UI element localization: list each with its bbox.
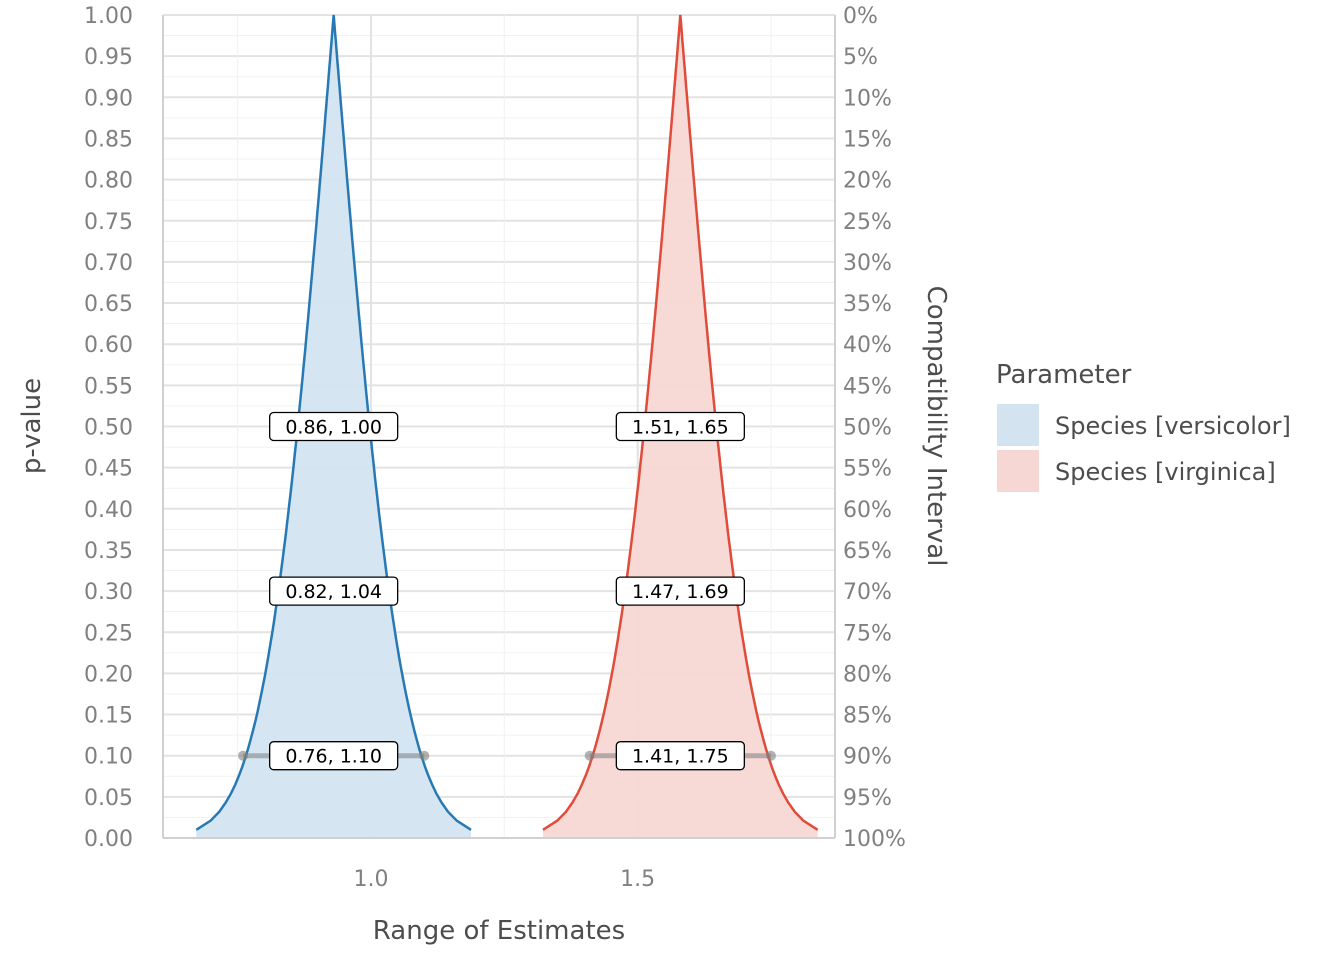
interval-labels: 0.86, 1.00 0.82, 1.04 0.76, 1.10 1.51, 1.65…	[269, 411, 745, 771]
y-tick-label: 0.30	[84, 580, 133, 605]
interval-label: 1.47, 1.69	[615, 576, 745, 606]
interval-label-text: 0.82, 1.04	[285, 581, 382, 603]
interval-endpoint	[584, 750, 595, 761]
y-tick-label: 0.50	[84, 416, 133, 441]
y2-tick-label: 10%	[843, 86, 892, 111]
interval-label-box	[269, 576, 399, 606]
x-axis-title: Range of Estimates	[373, 916, 625, 946]
y2-tick-label: 30%	[843, 251, 892, 276]
interval-label: 0.86, 1.00	[269, 411, 399, 442]
y-tick-label: 0.45	[84, 457, 133, 482]
y2-tick-label: 0%	[843, 4, 878, 29]
y2-tick-label: 80%	[843, 662, 892, 687]
y2-tick-label: 40%	[843, 333, 892, 358]
y-tick-label: 0.15	[84, 704, 133, 729]
axes: 0.00 100% 0.05 95% 0.10 90% 0.15 85% 0.20 80% 0.25…	[84, 4, 906, 892]
legend: Parameter Species [versicolor] Species [v…	[996, 360, 1291, 492]
y-axis-title: p-value	[17, 378, 47, 474]
interval-label-box	[269, 411, 399, 442]
y2-tick-label: 20%	[843, 169, 892, 194]
y2-tick-label: 15%	[843, 127, 892, 152]
legend-key-1	[997, 450, 1039, 492]
series-line	[542, 14, 819, 831]
interval-label-text: 1.51, 1.65	[632, 417, 729, 439]
y-tick-label: 1.00	[84, 4, 133, 29]
secondary-y-axis-title: Compatibility Interval	[921, 286, 951, 567]
y2-tick-label: 85%	[843, 704, 892, 729]
y-tick-label: 0.25	[84, 621, 133, 646]
legend-title: Parameter	[996, 360, 1132, 390]
y-tick-label: 0.95	[84, 45, 133, 70]
y-tick-label: 0.10	[84, 745, 133, 770]
y-tick-label: 0.40	[84, 498, 133, 523]
y-tick-label: 0.70	[84, 251, 133, 276]
y2-tick-label: 25%	[843, 210, 892, 235]
interval-label-text: 1.41, 1.75	[632, 746, 729, 768]
interval-label: 0.82, 1.04	[269, 576, 399, 606]
y-tick-label: 0.60	[84, 333, 133, 358]
y-tick-label: 0.85	[84, 127, 133, 152]
y-tick-label: 0.55	[84, 374, 133, 399]
interval-label-box	[615, 411, 745, 442]
y2-tick-label: 5%	[843, 45, 878, 70]
x-tick-label: 1.5	[620, 867, 655, 892]
interval-label-box	[615, 576, 745, 606]
interval-endpoint	[766, 750, 776, 761]
interval-label-box	[615, 741, 745, 771]
interval-label: 1.41, 1.75	[615, 741, 745, 771]
interval-label: 0.76, 1.10	[269, 741, 399, 771]
y-tick-label: 0.00	[84, 827, 133, 852]
interval-label-text: 0.86, 1.00	[285, 417, 382, 439]
interval-label-box	[269, 741, 399, 771]
legend-label-0: Species [versicolor]	[1055, 412, 1291, 440]
y2-tick-label: 60%	[843, 498, 892, 523]
y-tick-label: 0.05	[84, 786, 133, 811]
interval-label-text: 0.76, 1.10	[285, 746, 382, 768]
y2-tick-label: 65%	[843, 539, 892, 564]
interval-endpoint	[238, 750, 248, 761]
legend-label-1: Species [virginica]	[1055, 458, 1276, 486]
y2-tick-label: 95%	[843, 786, 892, 811]
y2-tick-label: 50%	[843, 416, 892, 441]
y2-tick-label: 75%	[843, 621, 892, 646]
y-tick-label: 0.75	[84, 210, 133, 235]
y-tick-label: 0.65	[84, 292, 133, 317]
y2-tick-label: 55%	[843, 457, 892, 482]
interval-endpoint	[419, 750, 430, 761]
legend-key-0	[997, 404, 1039, 446]
y2-tick-label: 45%	[843, 374, 892, 399]
interval-label: 1.51, 1.65	[615, 411, 745, 442]
y2-tick-label: 100%	[843, 827, 906, 852]
y2-tick-label: 35%	[843, 292, 892, 317]
y-tick-label: 0.35	[84, 539, 133, 564]
y-tick-label: 0.20	[84, 662, 133, 687]
interval-label-text: 1.47, 1.69	[632, 581, 729, 603]
x-tick-label: 1.0	[354, 867, 389, 892]
y-tick-label: 0.80	[84, 169, 133, 194]
y2-tick-label: 70%	[843, 580, 892, 605]
y2-tick-label: 90%	[843, 745, 892, 770]
y-tick-label: 0.90	[84, 86, 133, 111]
series-line	[195, 14, 472, 831]
